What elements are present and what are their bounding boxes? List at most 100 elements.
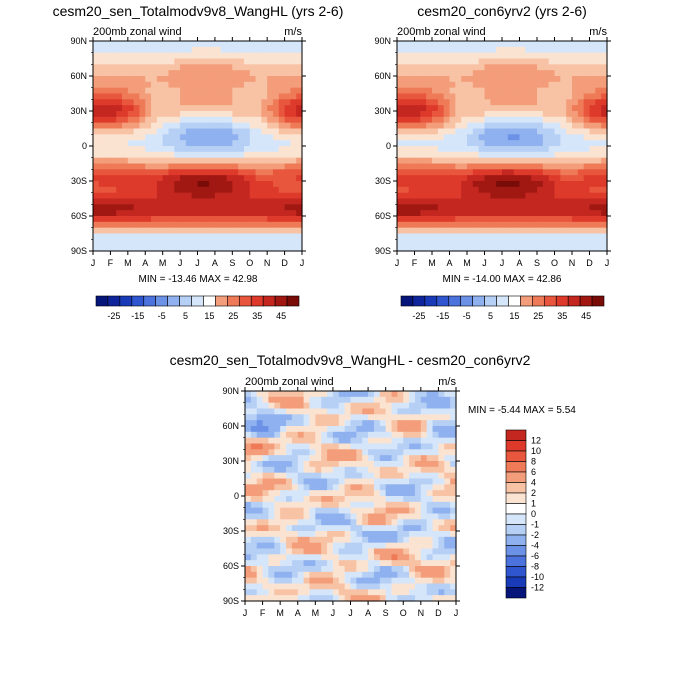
heatmap-cell [560,52,567,60]
heatmap-cell [133,221,141,229]
heatmap-cell [122,93,129,100]
heatmap-cell [255,122,262,130]
heatmap-cell [168,163,175,170]
colorbar-box [579,295,593,307]
heatmap-cell [327,461,334,468]
heatmap-cell [402,151,410,159]
heatmap-cell [162,46,170,54]
heatmap-cell [191,116,199,124]
heatmap-cell [297,548,305,555]
heatmap-cell [232,233,239,240]
heatmap-cell [243,216,251,223]
heatmap-cell [232,239,239,246]
heatmap-cell [589,186,596,194]
heatmap-cell [139,52,146,60]
heatmap-cell [303,525,311,532]
heatmap-cell [595,81,602,89]
heatmap-cell [174,169,181,176]
heatmap-cell [414,146,421,153]
heatmap-cell [250,437,258,445]
heatmap-cell [303,583,311,590]
heatmap-cell [203,221,210,229]
heatmap-cell [309,449,316,456]
heatmap-cell [449,169,456,176]
heatmap-cell [290,181,297,188]
colorbar-box [227,295,240,307]
heatmap-cell [589,105,596,112]
heatmap-cell [583,181,591,188]
heatmap-cell [566,70,573,77]
heatmap-cell [232,204,239,211]
heatmap-cell [432,116,439,124]
heatmap-cell [426,245,433,252]
heatmap-cell [268,402,275,410]
heatmap-cell [315,426,322,433]
heatmap-cell [344,420,352,427]
heatmap-cell [110,140,117,147]
heatmap-cell [321,426,328,433]
heatmap-cell [490,151,497,159]
heatmap-cell [162,198,170,205]
heatmap-cell [408,70,416,77]
heatmap-cell [245,542,252,550]
heatmap-cell [321,566,328,573]
heatmap-cell [472,99,480,106]
heatmap-cell [385,548,393,555]
heatmap-cell [303,571,311,579]
heatmap-cell [601,181,608,188]
heatmap-cell [197,70,204,77]
heatmap-cell [297,525,305,532]
heatmap-cell [601,81,608,89]
heatmap-cell [296,105,303,112]
heatmap-cell [444,507,451,515]
heatmap-cell [397,431,404,439]
colorbar-box [505,503,527,515]
heatmap-cell [537,175,544,182]
heatmap-cell [397,595,404,602]
heatmap-cell [350,391,357,398]
heatmap-cell [502,198,509,205]
heatmap-cell [297,566,305,573]
heatmap-cell [162,157,170,165]
heatmap-cell [414,64,421,71]
heatmap-cell [478,93,486,100]
heatmap-cell [566,58,573,65]
heatmap-cell [203,128,210,135]
heatmap-cell [203,52,210,60]
heatmap-cell [267,134,274,141]
heatmap-cell [250,414,258,421]
heatmap-cell [272,128,280,135]
panel-1-subtitle-right: m/s [284,26,302,38]
heatmap-cell [321,501,328,509]
heatmap-cell [391,449,398,456]
heatmap-cell [296,216,303,223]
heatmap-cell [513,239,521,246]
heatmap-cell [238,105,245,112]
heatmap-cell [249,227,257,235]
heatmap-cell [449,70,456,77]
heatmap-cell [444,531,451,538]
heatmap-cell [139,76,146,83]
heatmap-cell [327,484,334,491]
heatmap-cell [344,554,352,561]
heatmap-cell [519,41,526,48]
heatmap-cell [490,204,497,211]
heatmap-cell [519,186,526,194]
heatmap-cell [589,163,596,170]
heatmap-cell [438,443,445,450]
panel-1-colorbar: -25 -15 -5 5 15 25 35 45 [95,295,300,321]
heatmap-cell [502,41,509,48]
heatmap-cell [426,169,433,176]
heatmap-cell [309,420,316,427]
heatmap-cell [490,87,497,95]
heatmap-cell [249,116,257,124]
heatmap-cell [595,163,602,170]
heatmap-cell [403,391,410,398]
heatmap-cell [601,52,608,60]
heatmap-cell [278,46,286,54]
heatmap-cell [220,169,228,176]
heatmap-cell [315,414,322,421]
heatmap-cell [255,134,262,141]
heatmap-cell [385,437,393,445]
heatmap-cell [531,41,538,48]
